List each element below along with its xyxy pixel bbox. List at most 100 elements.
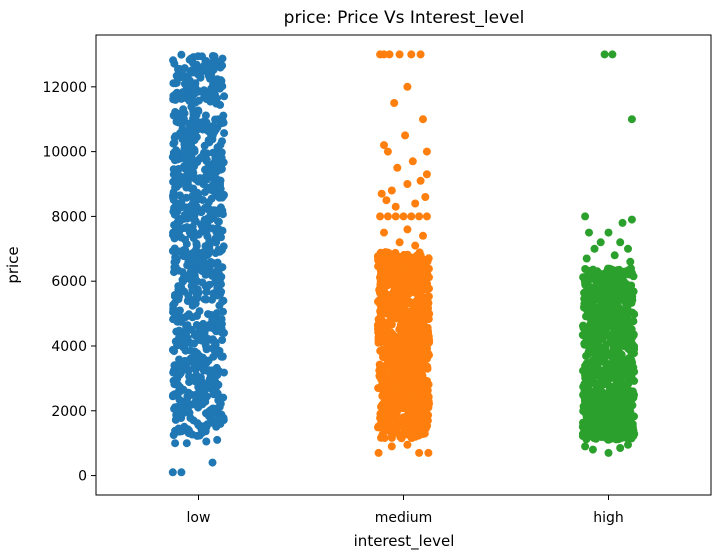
data-point xyxy=(203,283,212,292)
data-point xyxy=(411,199,420,208)
data-point xyxy=(207,409,216,418)
data-point xyxy=(402,343,411,352)
data-point xyxy=(381,385,390,394)
data-point xyxy=(214,217,223,226)
data-point xyxy=(182,193,191,202)
data-point xyxy=(186,346,195,355)
data-point xyxy=(586,368,595,377)
data-point xyxy=(218,116,227,125)
data-point xyxy=(198,248,207,257)
data-point xyxy=(604,282,613,291)
data-point xyxy=(179,148,188,157)
data-point xyxy=(598,274,607,283)
data-point xyxy=(398,338,407,347)
y-tick-label: 10000 xyxy=(42,145,87,161)
data-point xyxy=(422,350,431,359)
data-point xyxy=(169,231,177,240)
data-point xyxy=(591,305,600,314)
data-point xyxy=(208,316,217,325)
data-point xyxy=(218,193,227,202)
chart-title: price: Price Vs Interest_level xyxy=(284,8,525,28)
data-point xyxy=(391,212,400,221)
data-point xyxy=(415,316,423,325)
data-point xyxy=(219,414,228,422)
data-point xyxy=(601,342,610,351)
data-point xyxy=(422,212,431,221)
data-point xyxy=(627,288,636,297)
x-tick-label: medium xyxy=(375,510,433,526)
data-point xyxy=(630,376,639,385)
data-point xyxy=(625,354,634,362)
data-point xyxy=(622,390,630,399)
data-point xyxy=(200,381,209,390)
data-point xyxy=(389,421,398,430)
data-point xyxy=(393,364,402,373)
data-point xyxy=(395,238,404,247)
data-point xyxy=(608,50,617,59)
data-point xyxy=(191,353,200,361)
data-point xyxy=(170,152,179,160)
x-axis-label: interest_level xyxy=(354,532,455,551)
data-point xyxy=(214,225,223,234)
data-point xyxy=(175,306,184,315)
data-point xyxy=(212,238,221,247)
data-point xyxy=(614,368,623,377)
data-point xyxy=(619,291,628,300)
data-point xyxy=(209,174,218,183)
data-point xyxy=(415,336,424,345)
data-point xyxy=(618,218,627,227)
data-point xyxy=(219,393,228,402)
data-point xyxy=(394,355,403,363)
data-point xyxy=(376,409,385,418)
data-point xyxy=(193,360,202,368)
data-point xyxy=(189,215,198,224)
data-point xyxy=(217,155,225,163)
data-point xyxy=(421,272,430,280)
data-point xyxy=(191,299,200,308)
data-point xyxy=(629,393,638,402)
data-point xyxy=(381,375,390,384)
y-tick-label: 12000 xyxy=(42,80,87,96)
data-point xyxy=(201,397,210,406)
data-point xyxy=(406,331,415,340)
data-point xyxy=(187,102,196,111)
data-point xyxy=(205,246,214,255)
data-point xyxy=(169,139,178,148)
data-point xyxy=(585,228,593,237)
data-point xyxy=(626,257,635,266)
data-point xyxy=(198,267,207,276)
data-point xyxy=(212,83,220,92)
data-point xyxy=(625,330,634,339)
data-point xyxy=(401,359,410,368)
data-point xyxy=(423,404,432,413)
data-point xyxy=(374,448,383,457)
data-point xyxy=(186,267,195,276)
data-point xyxy=(179,105,188,114)
data-point xyxy=(617,350,626,359)
data-point xyxy=(178,88,187,97)
data-point xyxy=(378,281,386,289)
data-point xyxy=(418,308,427,317)
data-point xyxy=(625,404,634,413)
data-point xyxy=(201,341,210,350)
data-point xyxy=(587,288,596,297)
data-point xyxy=(388,389,397,398)
data-point xyxy=(604,292,613,301)
data-point xyxy=(184,406,192,415)
data-point xyxy=(170,292,179,301)
data-point xyxy=(183,425,192,434)
data-point xyxy=(400,254,409,263)
data-point xyxy=(424,328,433,337)
data-point xyxy=(624,440,632,449)
data-point xyxy=(596,368,605,377)
data-point xyxy=(622,342,631,351)
data-point xyxy=(216,140,225,149)
data-point xyxy=(600,316,609,324)
data-point xyxy=(612,414,620,423)
data-point xyxy=(213,389,222,398)
data-point xyxy=(621,381,630,390)
data-point xyxy=(585,313,594,322)
data-point xyxy=(184,251,192,260)
data-point xyxy=(389,255,398,264)
data-point xyxy=(419,322,427,331)
